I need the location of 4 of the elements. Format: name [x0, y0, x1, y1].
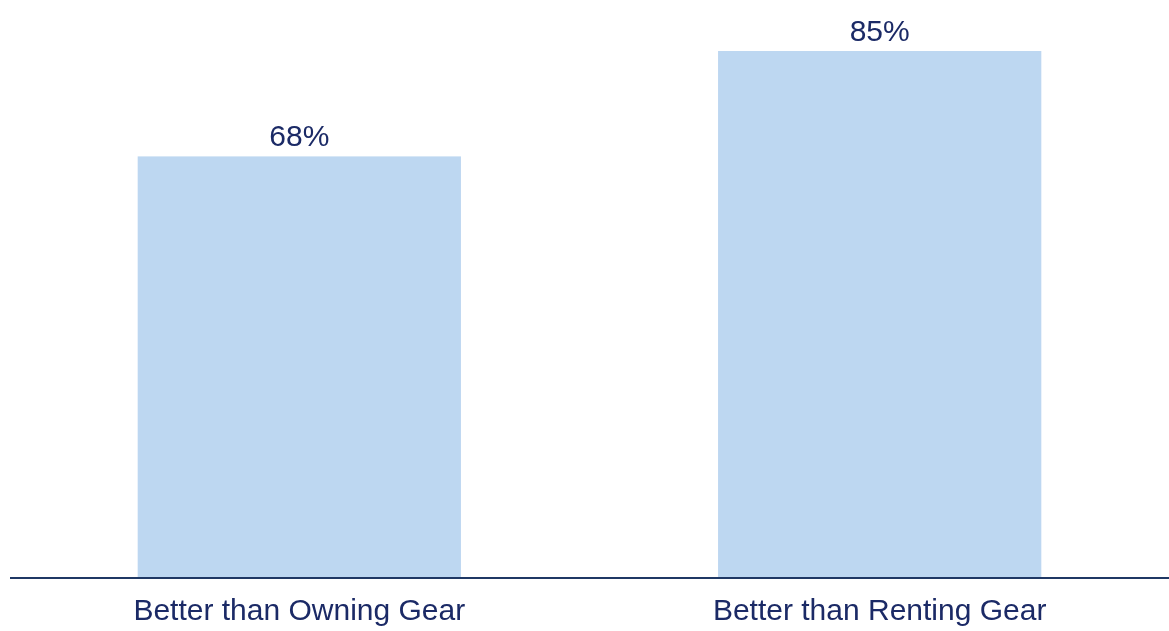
- data-label: 68%: [269, 119, 330, 153]
- data-label: 85%: [849, 14, 910, 47]
- x-tick-label: Better than Owning Gear: [133, 593, 466, 626]
- x-tick-label: Better than Renting Gear: [712, 593, 1047, 626]
